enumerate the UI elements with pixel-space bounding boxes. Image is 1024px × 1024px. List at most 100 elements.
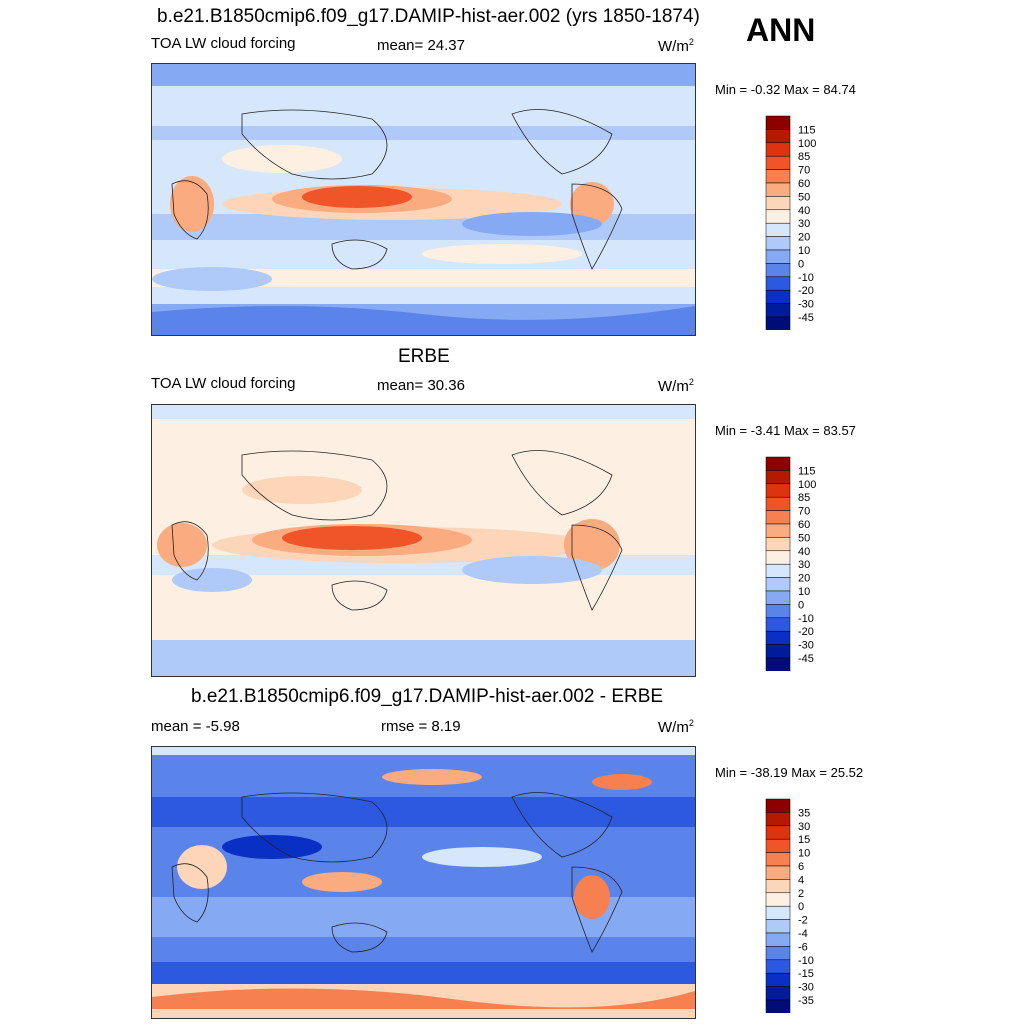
south-america-coastline	[571, 183, 623, 270]
colorbar-tick-label: -35	[798, 995, 814, 1007]
panel-2-units-exp: 2	[688, 377, 694, 387]
africa-coastline	[171, 180, 209, 240]
colorbar-tick-label: -10	[798, 955, 814, 967]
colorbar-swatch	[765, 946, 791, 961]
colorbar-tick-label: -45	[798, 653, 814, 665]
colorbar-swatch	[765, 249, 791, 264]
season-label: ANN	[746, 12, 816, 48]
colorbar-tick-label: 115	[798, 124, 816, 136]
map-band-north	[152, 747, 695, 755]
colorbar-swatch	[765, 155, 791, 170]
colorbar-swatch	[765, 986, 791, 1001]
colorbar-swatch	[765, 303, 791, 318]
australia-coastline	[331, 580, 388, 611]
east-pacific-low	[462, 212, 602, 236]
australia-coastline	[331, 239, 388, 270]
south-america-coastline	[571, 866, 623, 953]
colorbar-tick-label: 0	[798, 901, 804, 913]
map-band-southern-ocean	[152, 269, 695, 287]
panel-1-variable-label: TOA LW cloud forcing	[151, 35, 296, 52]
panel-3-units-exp: 2	[688, 718, 694, 728]
panel-3-minmax: Min = -38.19 Max = 25.52	[715, 765, 864, 780]
colorbar-tick-label: -30	[798, 299, 814, 311]
andes-positive	[574, 875, 610, 919]
colorbar-swatch	[765, 456, 791, 471]
colorbar-tick-label: -45	[798, 312, 814, 324]
colorbar-swatch	[765, 142, 791, 157]
colorbar-tick-label: 30	[798, 559, 810, 571]
colorbar-tick-label: 35	[798, 807, 810, 819]
panel-1-units-base: W/m	[658, 38, 689, 55]
panel-3-units: W/m2	[658, 718, 694, 736]
panel-1-minmax: Min = -0.32 Max = 84.74	[715, 82, 856, 97]
colorbar-tick-label: -30	[798, 640, 814, 652]
colorbar-swatch	[765, 316, 791, 330]
antarctic-positive	[152, 988, 695, 1009]
africa-coastline	[171, 521, 209, 581]
colorbar-swatch	[765, 129, 791, 144]
north-america-coastline	[511, 792, 613, 858]
maritime-positive	[302, 872, 382, 892]
north-america-coastline	[511, 450, 613, 516]
colorbar-swatch	[765, 115, 791, 130]
colorbar-swatch	[765, 892, 791, 907]
colorbar-swatch	[765, 209, 791, 224]
colorbar-swatch	[765, 289, 791, 304]
colorbar-tick-label: -6	[798, 941, 808, 953]
panel-2-title: ERBE	[398, 346, 450, 367]
colorbar-tick-label: -10	[798, 272, 814, 284]
north-atlantic-positive	[592, 774, 652, 790]
panel-1-units: W/m2	[658, 37, 694, 55]
colorbar-swatch	[765, 798, 791, 813]
colorbar-swatch	[765, 999, 791, 1013]
map-band-north	[152, 405, 695, 419]
colorbar-tick-label: 20	[798, 232, 810, 244]
spcz-band	[422, 244, 582, 264]
colorbar-swatch	[765, 630, 791, 645]
colorbar-tick-label: 15	[798, 834, 810, 846]
panel-2-map	[151, 404, 696, 677]
colorbar-tick-label: 85	[798, 151, 810, 163]
colorbar-tick-label: -15	[798, 968, 814, 980]
colorbar-swatch	[765, 196, 791, 211]
colorbar-tick-label: 10	[798, 245, 810, 257]
colorbar-tick-label: 2	[798, 888, 804, 900]
colorbar-tick-label: 100	[798, 479, 816, 491]
colorbar-swatch	[765, 825, 791, 840]
colorbar-swatch	[765, 510, 791, 525]
east-pacific-low	[462, 556, 602, 584]
colorbar-swatch	[765, 905, 791, 920]
colorbar-swatch	[765, 523, 791, 538]
colorbar-swatch	[765, 276, 791, 291]
colorbar-tick-label: 6	[798, 861, 804, 873]
colorbar-swatch	[765, 470, 791, 485]
colorbar-swatch	[765, 182, 791, 197]
amazon-convection	[570, 182, 614, 226]
colorbar-swatch	[765, 959, 791, 974]
colorbar-swatch	[765, 865, 791, 880]
colorbar-tick-label: 60	[798, 178, 810, 190]
africa-coastline	[171, 863, 209, 923]
colorbar-swatch	[765, 812, 791, 827]
colorbar-swatch	[765, 932, 791, 947]
colorbar-tick-label: -30	[798, 982, 814, 994]
colorbar-tick-label: 40	[798, 546, 810, 558]
colorbar-swatch	[765, 879, 791, 894]
colorbar-tick-label: -4	[798, 928, 808, 940]
colorbar-tick-label: 60	[798, 519, 810, 531]
colorbar-tick-label: 30	[798, 218, 810, 230]
colorbar-swatch	[765, 563, 791, 578]
colorbar-swatch	[765, 263, 791, 278]
warm-pool-core	[282, 526, 422, 550]
southern-ocean-low	[152, 962, 695, 984]
south-atlantic-low	[152, 267, 272, 291]
panel-2-units-base: W/m	[658, 378, 689, 395]
colorbar-tick-label: 40	[798, 205, 810, 217]
colorbar-tick-label: 85	[798, 492, 810, 504]
colorbar-swatch	[765, 644, 791, 659]
pacific-near-zero	[422, 847, 542, 867]
panel-3-map	[151, 746, 696, 1019]
africa-convection	[157, 523, 207, 567]
eurasia-coastline	[241, 450, 388, 521]
